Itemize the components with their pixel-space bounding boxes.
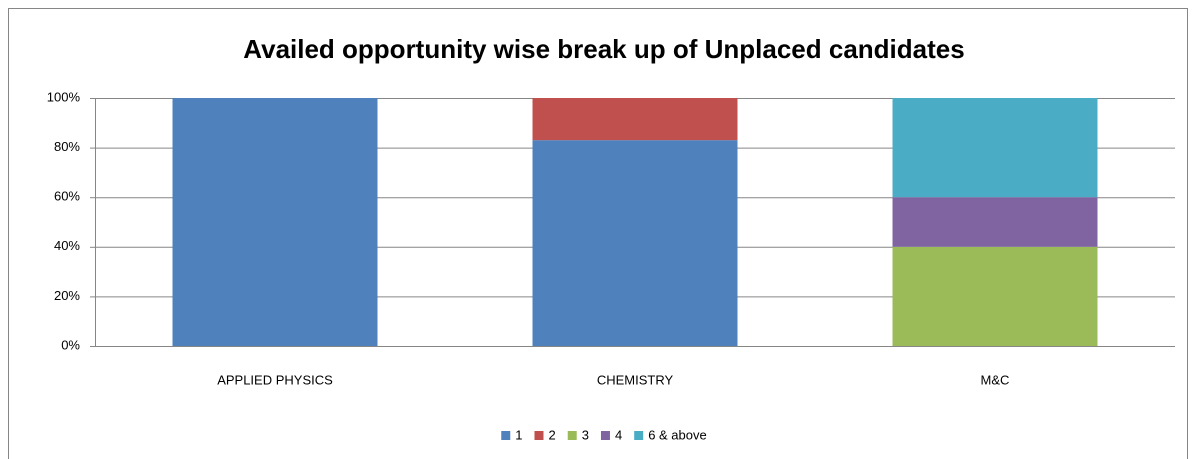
legend-swatch xyxy=(501,431,511,440)
legend-swatch xyxy=(567,431,577,440)
bar-segment xyxy=(532,140,738,346)
x-tick-label: M&C xyxy=(981,372,1010,387)
legend-label: 3 xyxy=(582,427,589,442)
bar-segment xyxy=(892,246,1098,346)
bar-segment xyxy=(892,197,1098,247)
legend-swatch xyxy=(534,431,544,440)
y-tick-label: 20% xyxy=(54,288,80,303)
y-tick-label: 80% xyxy=(54,139,80,154)
x-tick-label: APPLIED PHYSICS xyxy=(217,372,333,387)
chart-title: Availed opportunity wise break up of Unp… xyxy=(243,34,964,64)
y-tick-label: 60% xyxy=(54,189,80,204)
legend-label: 2 xyxy=(548,427,555,442)
bar-segment xyxy=(532,98,738,141)
y-tick-label: 0% xyxy=(61,337,80,352)
bar-segment xyxy=(172,98,378,346)
legend-swatch xyxy=(600,431,610,440)
y-tick-label: 40% xyxy=(54,238,80,253)
legend-label: 4 xyxy=(615,427,622,442)
y-tick-label: 100% xyxy=(47,89,81,104)
x-tick-label: CHEMISTRY xyxy=(597,372,674,387)
legend-swatch xyxy=(634,431,644,440)
legend-label: 1 xyxy=(515,427,522,442)
legend-label: 6 & above xyxy=(648,427,707,442)
bar-segment xyxy=(892,98,1098,198)
